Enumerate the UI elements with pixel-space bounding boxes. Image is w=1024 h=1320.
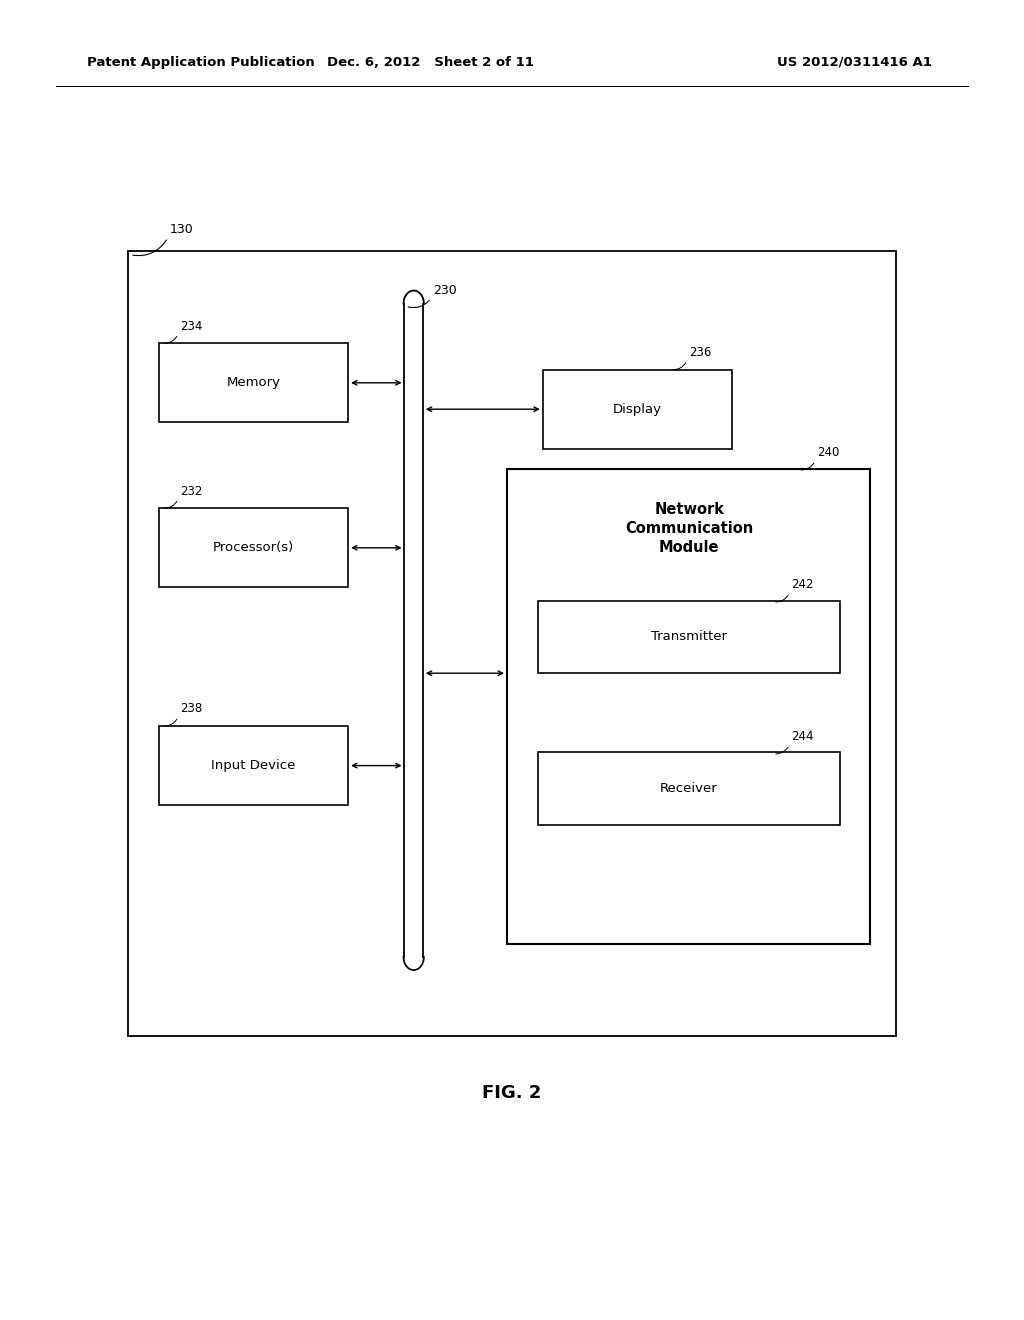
Text: 234: 234: [180, 319, 203, 333]
Bar: [159, 726, 348, 805]
Text: Transmitter: Transmitter: [650, 631, 727, 643]
Text: Display: Display: [613, 403, 662, 416]
Text: 238: 238: [180, 702, 203, 715]
Text: Input Device: Input Device: [211, 759, 296, 772]
Text: 230: 230: [433, 284, 457, 297]
Text: Receiver: Receiver: [659, 783, 718, 795]
Bar: [159, 508, 348, 587]
Text: 242: 242: [792, 578, 814, 591]
Text: 244: 244: [792, 730, 814, 743]
Text: 130: 130: [170, 223, 194, 236]
Text: Network
Communication
Module: Network Communication Module: [625, 502, 754, 554]
Text: Dec. 6, 2012   Sheet 2 of 11: Dec. 6, 2012 Sheet 2 of 11: [327, 55, 534, 69]
Text: 240: 240: [817, 446, 840, 459]
Text: Memory: Memory: [226, 376, 281, 389]
Text: Processor(s): Processor(s): [213, 541, 294, 554]
Text: 232: 232: [180, 484, 203, 498]
Bar: [128, 251, 896, 1036]
Text: 236: 236: [689, 346, 712, 359]
Bar: [538, 752, 840, 825]
Bar: [538, 601, 840, 673]
Text: FIG. 2: FIG. 2: [482, 1084, 542, 1102]
Bar: [543, 370, 732, 449]
Text: US 2012/0311416 A1: US 2012/0311416 A1: [777, 55, 932, 69]
Bar: [159, 343, 348, 422]
Bar: [507, 469, 870, 944]
Text: Patent Application Publication: Patent Application Publication: [87, 55, 314, 69]
